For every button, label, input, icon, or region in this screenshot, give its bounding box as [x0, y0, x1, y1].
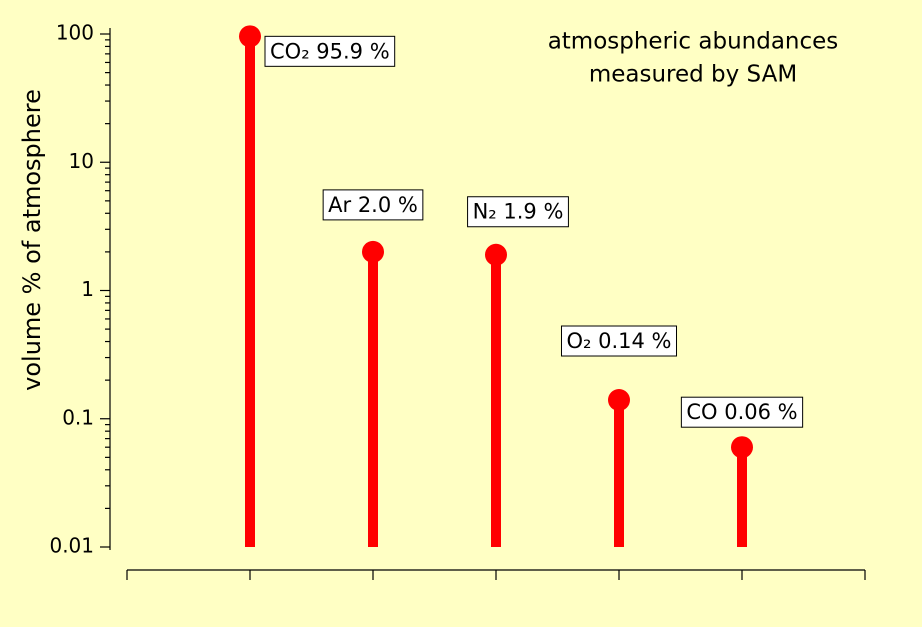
- value-label-group: N₂ 1.9 %: [467, 196, 569, 228]
- stem-head: [731, 436, 753, 459]
- value-label: CO 0.06 %: [686, 400, 797, 424]
- value-label-group: Ar 2.0 %: [322, 189, 424, 221]
- stem-head: [239, 25, 261, 48]
- value-label-box: [264, 35, 396, 67]
- value-label-group: CO 0.06 %: [680, 396, 804, 428]
- value-label-box: [467, 196, 569, 228]
- value-label-group: CO₂ 95.9 %: [264, 35, 396, 67]
- value-label-group: O₂ 0.14 %: [560, 325, 678, 357]
- stem-head: [485, 243, 507, 266]
- y-tick-label: 10: [69, 149, 94, 173]
- value-label-box: [322, 189, 424, 221]
- value-label-box: [560, 325, 678, 357]
- value-label: CO₂ 95.9 %: [270, 39, 390, 63]
- value-label: Ar 2.0 %: [328, 193, 418, 217]
- y-tick-label: 0.01: [49, 534, 94, 558]
- chart-title: atmospheric abundances: [548, 29, 839, 55]
- stem-head: [362, 240, 384, 263]
- value-label: N₂ 1.9 %: [473, 200, 564, 224]
- y-axis-label: volume % of atmosphere: [18, 89, 46, 391]
- value-label-box: [680, 396, 804, 428]
- y-tick-label: 100: [56, 21, 94, 45]
- y-tick-label: 1: [81, 277, 94, 301]
- y-tick-label: 0.1: [62, 405, 94, 429]
- chart-title: measured by SAM: [589, 62, 797, 88]
- stem-head: [608, 389, 630, 412]
- value-label: O₂ 0.14 %: [566, 329, 671, 353]
